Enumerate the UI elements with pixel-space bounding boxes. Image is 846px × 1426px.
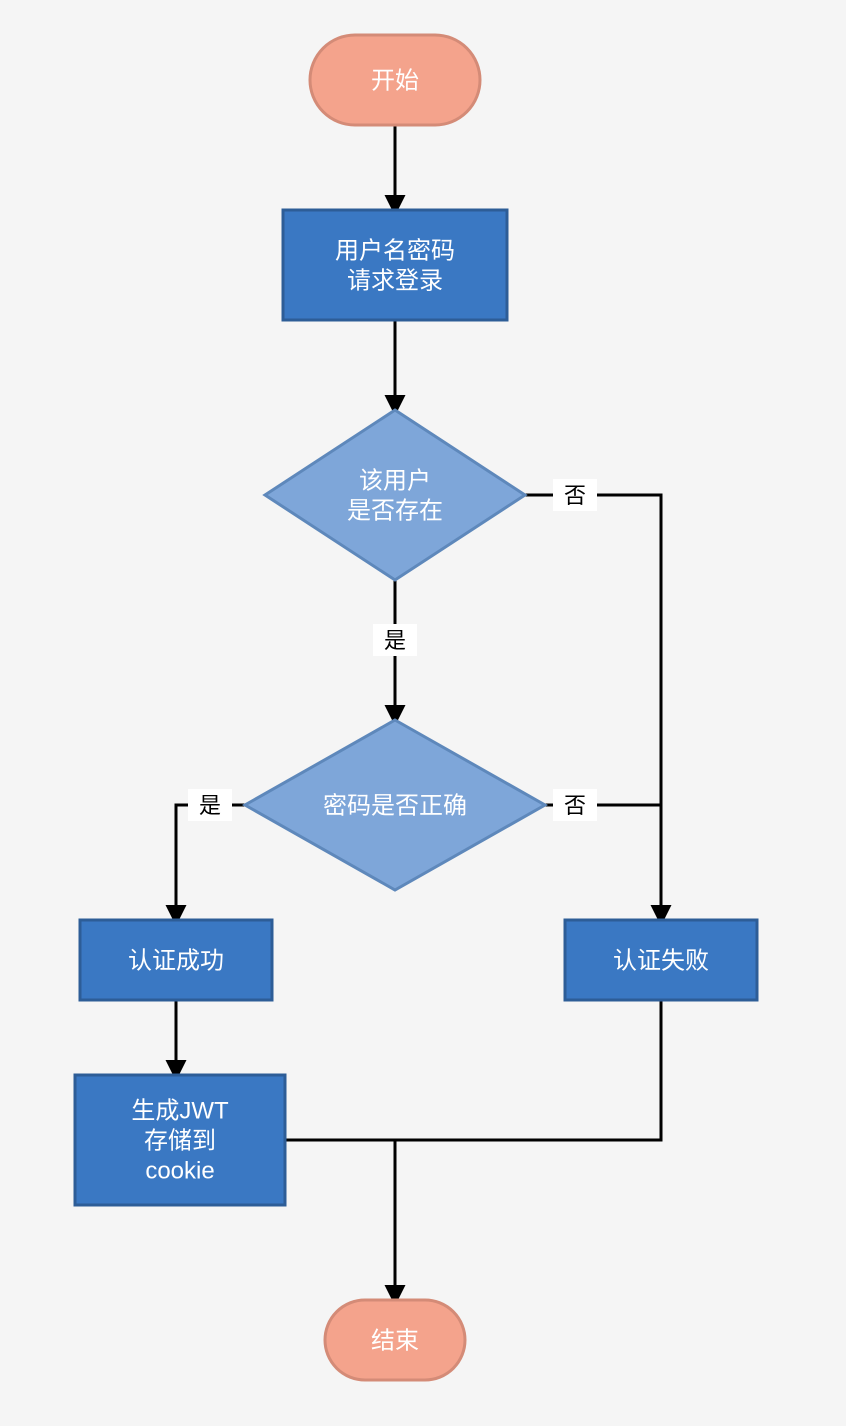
- node-label-jwt-line2: cookie: [145, 1157, 214, 1184]
- node-label-user_exists-line1: 是否存在: [347, 497, 443, 524]
- node-label-user_exists-line0: 该用户: [359, 467, 431, 494]
- node-start: 开始: [310, 35, 480, 125]
- edge-label-password_ok-auth_fail: 否: [564, 793, 586, 818]
- node-label-jwt-line0: 生成JWT: [131, 1097, 229, 1124]
- node-label-auth_success-line0: 认证成功: [128, 947, 224, 974]
- edge-password_ok-auth_success: [176, 805, 245, 920]
- node-auth_success: 认证成功: [80, 920, 272, 1000]
- edge-auth_fail-end: [395, 1000, 661, 1140]
- node-label-password_ok-line0: 密码是否正确: [323, 792, 467, 819]
- edge-label-user_exists-password_ok: 是: [384, 628, 406, 653]
- edge-jwt-end: [285, 1140, 395, 1300]
- edge-user_exists-auth_fail: [525, 495, 661, 920]
- edge-label-password_ok-auth_success: 是: [199, 793, 221, 818]
- node-label-auth_fail-line0: 认证失败: [613, 947, 709, 974]
- edge-label-user_exists-auth_fail: 否: [564, 483, 586, 508]
- node-password_ok: 密码是否正确: [245, 720, 545, 890]
- node-end: 结束: [325, 1300, 465, 1380]
- node-label-end: 结束: [371, 1327, 419, 1354]
- node-label-login-line0: 用户名密码: [335, 237, 455, 264]
- node-user_exists: 该用户是否存在: [265, 410, 525, 580]
- node-auth_fail: 认证失败: [565, 920, 757, 1000]
- node-label-login-line1: 请求登录: [347, 267, 443, 294]
- node-label-jwt-line1: 存储到: [144, 1127, 216, 1154]
- flowchart-canvas: 开始用户名密码请求登录该用户是否存在密码是否正确认证成功 认证失败生成JWT 存储到…: [0, 0, 846, 1426]
- node-login: 用户名密码请求登录: [283, 210, 507, 320]
- node-jwt: 生成JWT 存储到 cookie: [75, 1075, 285, 1205]
- node-label-start: 开始: [371, 67, 419, 94]
